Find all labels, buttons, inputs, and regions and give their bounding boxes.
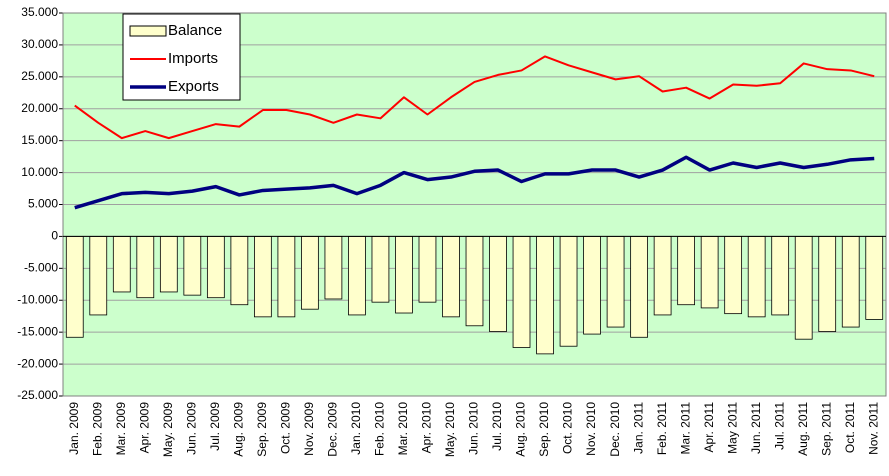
- x-tick-label: May. 2009: [161, 402, 175, 457]
- x-tick-label: Oct. 2010: [561, 402, 575, 454]
- y-tick-label: 20.000: [21, 101, 58, 115]
- x-tick-label: Jan. 2009: [67, 402, 81, 455]
- bar: [65, 236, 84, 338]
- y-tick-label: 15.000: [21, 133, 58, 147]
- y-tick-label: -20.000: [17, 356, 58, 370]
- line: [74, 155, 875, 210]
- x-tick-label: Nov. 2010: [584, 402, 598, 456]
- bar: [583, 236, 601, 335]
- bar: [136, 236, 155, 299]
- bar: [724, 236, 743, 315]
- x-tick-label: Mar. 2010: [396, 402, 410, 456]
- bar: [230, 236, 249, 306]
- x-tick-label: Mar. 2011: [678, 402, 692, 455]
- bar: [841, 236, 860, 328]
- bar: [465, 236, 484, 327]
- x-tick-label: Mar. 2009: [114, 402, 128, 456]
- y-tick-label: 30.000: [21, 37, 58, 51]
- bar: [818, 236, 837, 332]
- x-tick-label: Jul. 2010: [490, 402, 504, 451]
- x-tick-label: Sep. 2009: [255, 402, 269, 457]
- x-tick-label: Jun. 2009: [185, 402, 199, 455]
- bar: [653, 236, 672, 316]
- y-tick-label: 0: [51, 229, 58, 243]
- x-tick-label: Sep. 2011: [819, 402, 833, 456]
- y-tick-label: 10.000: [21, 165, 58, 179]
- bar: [348, 236, 366, 316]
- bar: [442, 236, 460, 318]
- x-tick-label: Apr. 2011: [702, 402, 716, 453]
- bar: [324, 236, 343, 300]
- line: [74, 55, 875, 140]
- x-tick-label: Sep. 2010: [537, 402, 551, 457]
- bar: [301, 236, 319, 310]
- bar: [183, 236, 202, 296]
- legend-label: Imports: [168, 50, 218, 67]
- x-tick-label: Jan. 2010: [349, 402, 363, 455]
- bar: [700, 236, 719, 309]
- bar: [489, 236, 507, 332]
- bar: [371, 236, 390, 303]
- y-tick-label: -10.000: [17, 292, 58, 306]
- y-tick-label: -15.000: [17, 324, 58, 338]
- bar: [277, 236, 296, 318]
- bar: [512, 236, 531, 348]
- bar: [559, 236, 578, 347]
- x-tick-label: Nov. 2009: [302, 402, 316, 456]
- x-tick-label: Aug. 2011: [796, 402, 810, 456]
- bar: [794, 236, 813, 340]
- x-tick-label: Oct. 2011: [843, 402, 857, 453]
- x-tick-label: Apr. 2009: [137, 402, 151, 454]
- x-tick-label: Jun. 2010: [467, 402, 481, 455]
- bar: [677, 236, 695, 306]
- x-tick-label: Feb. 2011: [655, 402, 669, 455]
- x-tick-label: Jul. 2011: [772, 402, 786, 450]
- bar: [865, 236, 884, 320]
- bar: [630, 236, 648, 338]
- x-tick-label: Apr. 2010: [420, 402, 434, 454]
- bar: [206, 236, 225, 299]
- x-tick-label: Jul. 2009: [208, 402, 222, 451]
- bar: [418, 236, 437, 303]
- x-tick-label: Feb. 2010: [373, 402, 387, 456]
- bar: [606, 236, 625, 328]
- bar: [395, 236, 413, 314]
- legend-label: Balance: [168, 22, 222, 39]
- y-tick-label: 35.000: [21, 5, 58, 19]
- legend-swatch: [129, 25, 167, 37]
- x-tick-label: Nov. 2011: [866, 402, 880, 455]
- x-tick-label: Oct. 2009: [279, 402, 293, 454]
- x-tick-label: Jun. 2011: [749, 402, 763, 454]
- x-tick-label: Aug. 2010: [514, 402, 528, 457]
- y-tick-label: 25.000: [21, 69, 58, 83]
- x-tick-label: May 2011: [725, 402, 739, 454]
- bar: [747, 236, 766, 318]
- bar: [254, 236, 272, 318]
- x-tick-label: Aug. 2009: [232, 402, 246, 457]
- y-tick-label: 5.000: [28, 197, 58, 211]
- bar: [159, 236, 178, 293]
- bar: [536, 236, 554, 355]
- x-tick-label: Dec. 2009: [326, 402, 340, 457]
- y-tick-label: -5.000: [24, 261, 58, 275]
- legend-label: Exports: [168, 78, 219, 95]
- x-tick-label: May. 2010: [443, 402, 457, 457]
- bar: [112, 236, 131, 293]
- y-tick-label: -25.000: [17, 388, 58, 402]
- bar: [771, 236, 790, 316]
- x-tick-label: Dec. 2010: [608, 402, 622, 457]
- x-tick-label: Jan. 2011: [631, 402, 645, 454]
- x-tick-label: Feb. 2009: [90, 402, 104, 456]
- legend: Balance Imports Exports: [122, 13, 241, 101]
- plot-border: [62, 12, 887, 397]
- bar: [89, 236, 108, 316]
